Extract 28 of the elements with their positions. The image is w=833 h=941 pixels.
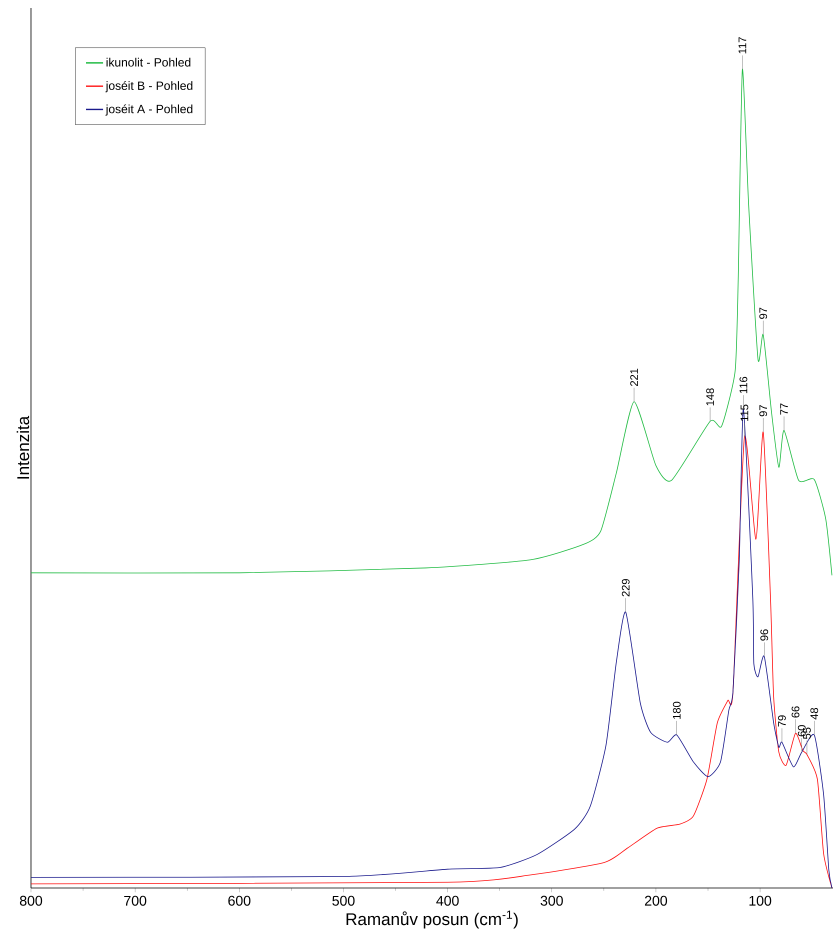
annotation: 60: [798, 725, 806, 736]
x-axis-title: Ramanův posun (cm$^{-1}$): [346, 910, 518, 929]
annotation: 117: [738, 37, 746, 54]
annotation: 148: [706, 388, 714, 406]
annotation: 97: [759, 405, 767, 416]
x-tick-label: 700: [124, 896, 146, 906]
annotation: 180: [672, 702, 680, 719]
annotation: 96: [760, 629, 768, 641]
annotation: 116: [739, 376, 748, 394]
annotation: 97: [759, 308, 767, 319]
x-tick-label: 200: [644, 896, 667, 906]
x-tick-label: 100: [749, 896, 772, 906]
annotation: 48: [810, 708, 818, 720]
annotation: 229: [622, 579, 630, 596]
legend-label: joséit A - Pohled: [105, 104, 192, 116]
annotation: 77: [780, 404, 788, 415]
x-tick-label: 400: [436, 896, 459, 906]
x-tick-label: 600: [228, 896, 250, 906]
x-tick-label: 300: [540, 896, 563, 906]
annotation: 66: [791, 706, 800, 718]
legend-label: joséit B - Pohled: [105, 80, 192, 92]
annotation: 221: [630, 368, 638, 386]
y-axis-title: Intenzita: [16, 416, 30, 479]
annotation: 79: [778, 715, 786, 727]
annotation: 115: [740, 404, 748, 421]
x-tick-label: 800: [20, 896, 42, 906]
legend-label: ikunolit - Pohled: [106, 58, 190, 67]
x-tick-label: 500: [332, 896, 354, 906]
